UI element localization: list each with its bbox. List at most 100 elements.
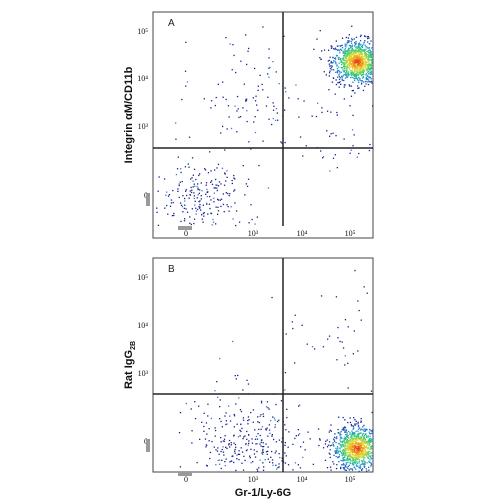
event-dot — [320, 58, 322, 61]
event-dot — [223, 440, 226, 442]
event-dot — [366, 64, 369, 66]
event-dot — [257, 109, 259, 111]
event-dot — [365, 453, 367, 455]
panel-b-xtick-label: 0 — [184, 475, 188, 484]
event-dot — [349, 63, 351, 65]
event-dot — [357, 87, 359, 89]
event-dot — [248, 434, 250, 436]
event-dot — [261, 83, 263, 86]
event-dot — [365, 429, 367, 431]
event-dot — [365, 454, 368, 456]
event-dot — [221, 167, 224, 169]
event-dot — [348, 455, 350, 457]
event-dot — [356, 457, 358, 459]
event-dot — [357, 448, 359, 450]
event-dot — [370, 56, 372, 58]
event-dot — [360, 444, 362, 447]
event-dot — [348, 51, 350, 53]
event-dot — [311, 346, 314, 348]
event-dot — [319, 57, 321, 59]
event-dot — [183, 220, 186, 222]
event-dot — [223, 454, 225, 456]
event-dot — [286, 408, 288, 410]
event-dot — [341, 455, 343, 457]
event-dot — [336, 359, 338, 361]
event-dot — [367, 58, 369, 61]
event-dot — [355, 77, 357, 80]
event-dot — [357, 458, 359, 460]
event-dot — [344, 449, 346, 451]
event-dot — [351, 443, 353, 445]
event-dot — [370, 53, 372, 56]
event-dot — [360, 428, 362, 430]
event-dot — [357, 434, 360, 436]
event-dot — [360, 436, 362, 438]
event-dot — [230, 460, 232, 463]
event-dot — [330, 62, 332, 64]
event-dot — [224, 415, 226, 417]
event-dot — [193, 192, 195, 194]
event-dot — [329, 449, 331, 451]
event-dot — [340, 59, 342, 61]
event-dot — [349, 55, 351, 57]
event-dot — [170, 202, 173, 204]
event-dot — [321, 111, 323, 114]
event-dot — [366, 429, 368, 431]
event-dot — [298, 116, 300, 118]
event-dot — [347, 448, 350, 451]
event-dot — [251, 438, 253, 440]
event-dot — [232, 218, 234, 220]
event-dot — [361, 454, 364, 456]
event-dot — [343, 49, 345, 51]
event-dot — [350, 76, 352, 79]
event-dot — [359, 52, 361, 54]
event-dot — [330, 111, 332, 113]
event-dot — [199, 207, 201, 209]
event-dot — [346, 73, 348, 75]
event-dot — [183, 207, 185, 209]
event-dot — [165, 194, 167, 196]
event-dot — [362, 458, 365, 460]
event-dot — [347, 71, 350, 73]
event-dot — [344, 450, 347, 452]
event-dot — [199, 200, 201, 202]
event-dot — [312, 463, 314, 465]
event-dot — [361, 447, 364, 450]
event-dot — [250, 448, 252, 450]
event-dot — [368, 47, 370, 49]
event-dot — [205, 446, 207, 448]
event-dot — [348, 34, 350, 36]
event-dot — [321, 107, 323, 109]
event-dot — [196, 461, 198, 464]
event-dot — [371, 455, 373, 457]
event-dot — [235, 210, 238, 212]
event-dot — [220, 183, 222, 185]
panel-a-label: A — [168, 18, 175, 29]
event-dot — [339, 52, 341, 54]
event-dot — [304, 449, 306, 451]
event-dot — [366, 440, 368, 443]
event-dot — [246, 185, 249, 187]
event-dot — [353, 438, 355, 440]
event-dot — [371, 439, 374, 441]
event-dot — [365, 73, 367, 75]
event-dot — [366, 455, 368, 457]
event-dot — [353, 440, 356, 442]
event-dot — [362, 453, 364, 455]
event-dot — [265, 428, 267, 430]
event-dot — [357, 443, 360, 446]
event-dot — [351, 449, 353, 451]
event-dot — [267, 458, 269, 460]
event-dot — [339, 77, 341, 79]
event-dot — [234, 448, 236, 451]
event-dot — [367, 54, 369, 56]
event-dot — [351, 436, 353, 438]
event-dot — [326, 446, 329, 448]
event-dot — [259, 434, 261, 437]
event-dot — [351, 60, 353, 62]
event-dot — [356, 55, 358, 57]
event-dot — [371, 47, 373, 49]
event-dot — [359, 427, 361, 429]
event-dot — [339, 448, 341, 450]
